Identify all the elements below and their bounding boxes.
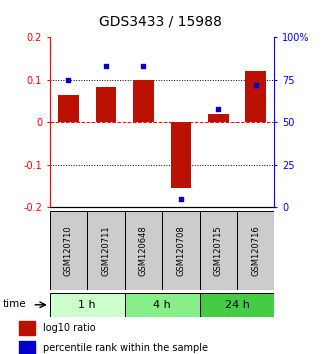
Text: GSM120710: GSM120710 <box>64 225 73 276</box>
Bar <box>125 211 162 290</box>
Bar <box>50 293 125 317</box>
Point <box>178 196 183 201</box>
Point <box>141 63 146 69</box>
Bar <box>237 211 274 290</box>
Text: GSM120648: GSM120648 <box>139 225 148 276</box>
Bar <box>208 114 229 122</box>
Text: GSM120716: GSM120716 <box>251 225 260 276</box>
Text: percentile rank within the sample: percentile rank within the sample <box>43 343 208 353</box>
Text: GSM120708: GSM120708 <box>176 225 185 276</box>
Bar <box>87 211 125 290</box>
Bar <box>162 211 200 290</box>
Point <box>66 77 71 82</box>
Text: time: time <box>3 299 26 309</box>
Point <box>253 82 258 87</box>
Bar <box>170 122 191 188</box>
Bar <box>200 293 274 317</box>
Bar <box>246 71 266 122</box>
Text: log10 ratio: log10 ratio <box>43 323 96 333</box>
Bar <box>19 321 35 335</box>
Bar <box>58 95 79 122</box>
Text: GSM120711: GSM120711 <box>101 225 110 276</box>
Bar <box>96 87 116 122</box>
Bar <box>133 80 154 122</box>
Bar <box>200 211 237 290</box>
Bar <box>19 341 35 354</box>
Bar <box>125 293 200 317</box>
Text: GSM120715: GSM120715 <box>214 225 223 276</box>
Text: 4 h: 4 h <box>153 300 171 310</box>
Point <box>216 106 221 112</box>
Point <box>103 63 108 69</box>
Text: 1 h: 1 h <box>78 300 96 310</box>
Bar <box>50 211 87 290</box>
Text: GDS3433 / 15988: GDS3433 / 15988 <box>99 14 222 28</box>
Text: 24 h: 24 h <box>225 300 249 310</box>
